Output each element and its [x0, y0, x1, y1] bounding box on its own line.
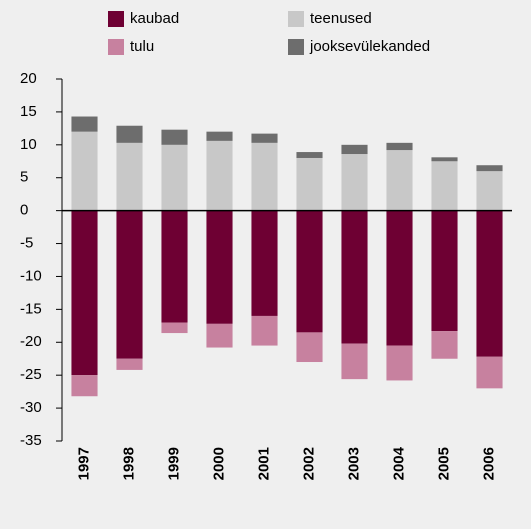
y-tick-label: 20 [20, 70, 37, 87]
x-tick-label: 2001 [255, 447, 272, 480]
legend-swatch [108, 11, 124, 27]
y-tick-label: -25 [20, 366, 42, 383]
bar-segment [161, 129, 188, 145]
bar-segment [386, 142, 413, 151]
bar-segment [431, 161, 458, 211]
bar-segment [206, 323, 233, 348]
legend-swatch [108, 39, 124, 55]
legend-label: teenused [310, 10, 372, 27]
legend-swatch [288, 11, 304, 27]
bar-segment [71, 116, 98, 132]
y-tick-label: 15 [20, 103, 37, 120]
bar-segment [161, 322, 188, 334]
y-tick-label: -30 [20, 399, 42, 416]
bar-segment [296, 157, 323, 211]
bar-segment [431, 210, 458, 332]
bar-segment [251, 210, 278, 316]
bar-segment [116, 142, 143, 211]
bar-segment [251, 133, 278, 143]
bar-segment [116, 125, 143, 143]
bar-segment [386, 150, 413, 211]
x-tick-label: 2003 [345, 447, 362, 480]
bar-segment [341, 144, 368, 155]
x-tick-label: 1999 [165, 447, 182, 480]
y-tick-label: 5 [20, 169, 28, 186]
x-tick-label: 2006 [480, 447, 497, 480]
bar-segment [206, 140, 233, 211]
bar-segment [296, 152, 323, 158]
bar-segment [71, 375, 98, 397]
bar-segment [116, 358, 143, 370]
bar-segment [476, 165, 503, 172]
bar-segment [476, 171, 503, 211]
y-tick-label: 10 [20, 136, 37, 153]
bar-segment [431, 157, 458, 162]
bar-segment [476, 356, 503, 389]
legend-label: jooksevülekanded [309, 38, 430, 55]
bar-segment [251, 315, 278, 346]
x-tick-label: 2004 [390, 446, 407, 480]
bar-segment [116, 210, 143, 359]
y-tick-label: 0 [20, 202, 28, 219]
y-tick-label: -20 [20, 333, 42, 350]
bar-segment [386, 345, 413, 381]
y-tick-label: -10 [20, 267, 42, 284]
bar-segment [71, 131, 98, 211]
bar-segment [341, 343, 368, 380]
y-tick-label: -5 [20, 235, 33, 252]
legend-label: kaubad [130, 10, 179, 27]
bar-segment [71, 210, 98, 376]
x-tick-label: 2000 [210, 447, 227, 480]
bar-segment [476, 210, 503, 357]
x-tick-label: 1998 [120, 447, 137, 480]
y-tick-label: -15 [20, 300, 42, 317]
bar-segment [431, 331, 458, 359]
legend-label: tulu [130, 38, 154, 55]
x-tick-label: 1997 [75, 447, 92, 480]
bar-segment [341, 154, 368, 211]
bar-segment [161, 144, 188, 211]
y-tick-label: -35 [20, 432, 42, 449]
bar-segment [296, 210, 323, 333]
bar-segment [341, 210, 368, 344]
legend-swatch [288, 39, 304, 55]
x-tick-label: 2005 [435, 447, 452, 480]
bar-segment [251, 142, 278, 211]
bar-segment [161, 210, 188, 323]
bar-segment [386, 210, 413, 346]
bar-segment [296, 332, 323, 363]
x-tick-label: 2002 [300, 447, 317, 480]
bar-segment [206, 131, 233, 141]
bar-segment [206, 210, 233, 324]
